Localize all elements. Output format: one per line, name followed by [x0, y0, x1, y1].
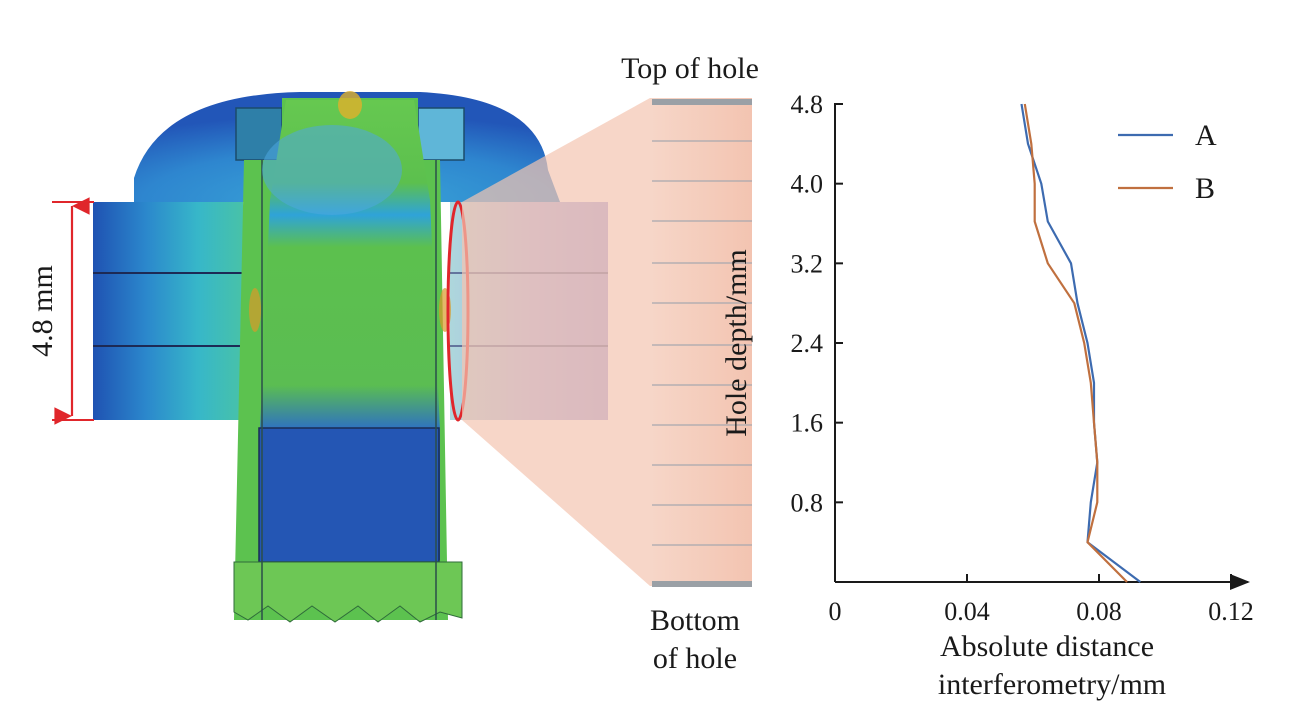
x-tick-label: 0.12	[1208, 597, 1254, 626]
y-tick-label: 0.8	[791, 488, 824, 517]
chart: 0.8 1.6 2.4 3.2 4.0 4.8 0 0.04 0.08 0.12 AB Hole…	[720, 90, 1254, 701]
x-axis-label-line2: interferometry/mm	[938, 668, 1166, 701]
rivet-tail	[233, 561, 463, 623]
y-tick-label: 2.4	[791, 329, 824, 358]
series-line-a	[1020, 103, 1141, 583]
legend-label-b: B	[1195, 172, 1215, 205]
series-line-b	[1023, 103, 1128, 583]
plate-left	[93, 202, 243, 420]
x-tick-label: 0.04	[944, 597, 990, 626]
bottom-of-hole-label-1: Bottom	[650, 604, 740, 637]
dimension-arrow	[52, 197, 94, 425]
x-tick-label: 0.08	[1076, 597, 1122, 626]
y-tick-label: 4.0	[791, 170, 824, 199]
x-axis-label-line1: Absolute distance	[940, 630, 1154, 663]
magnifier-panel	[462, 98, 752, 587]
rivet-bottom-block	[258, 427, 440, 563]
y-tick-label: 4.8	[791, 90, 824, 119]
rivet-head-right-block	[417, 107, 465, 161]
top-of-hole-label: Top of hole	[621, 52, 759, 85]
legend: AB	[1118, 119, 1217, 205]
y-tick-label: 1.6	[791, 409, 824, 438]
y-tick-label: 3.2	[791, 249, 824, 278]
y-axis-label: Hole depth/mm	[720, 249, 753, 436]
bottom-of-hole-label-2: of hole	[653, 642, 737, 675]
dimension-label: 4.8 mm	[26, 265, 59, 357]
x-tick-label: 0	[829, 597, 842, 626]
legend-label-a: A	[1195, 119, 1217, 152]
